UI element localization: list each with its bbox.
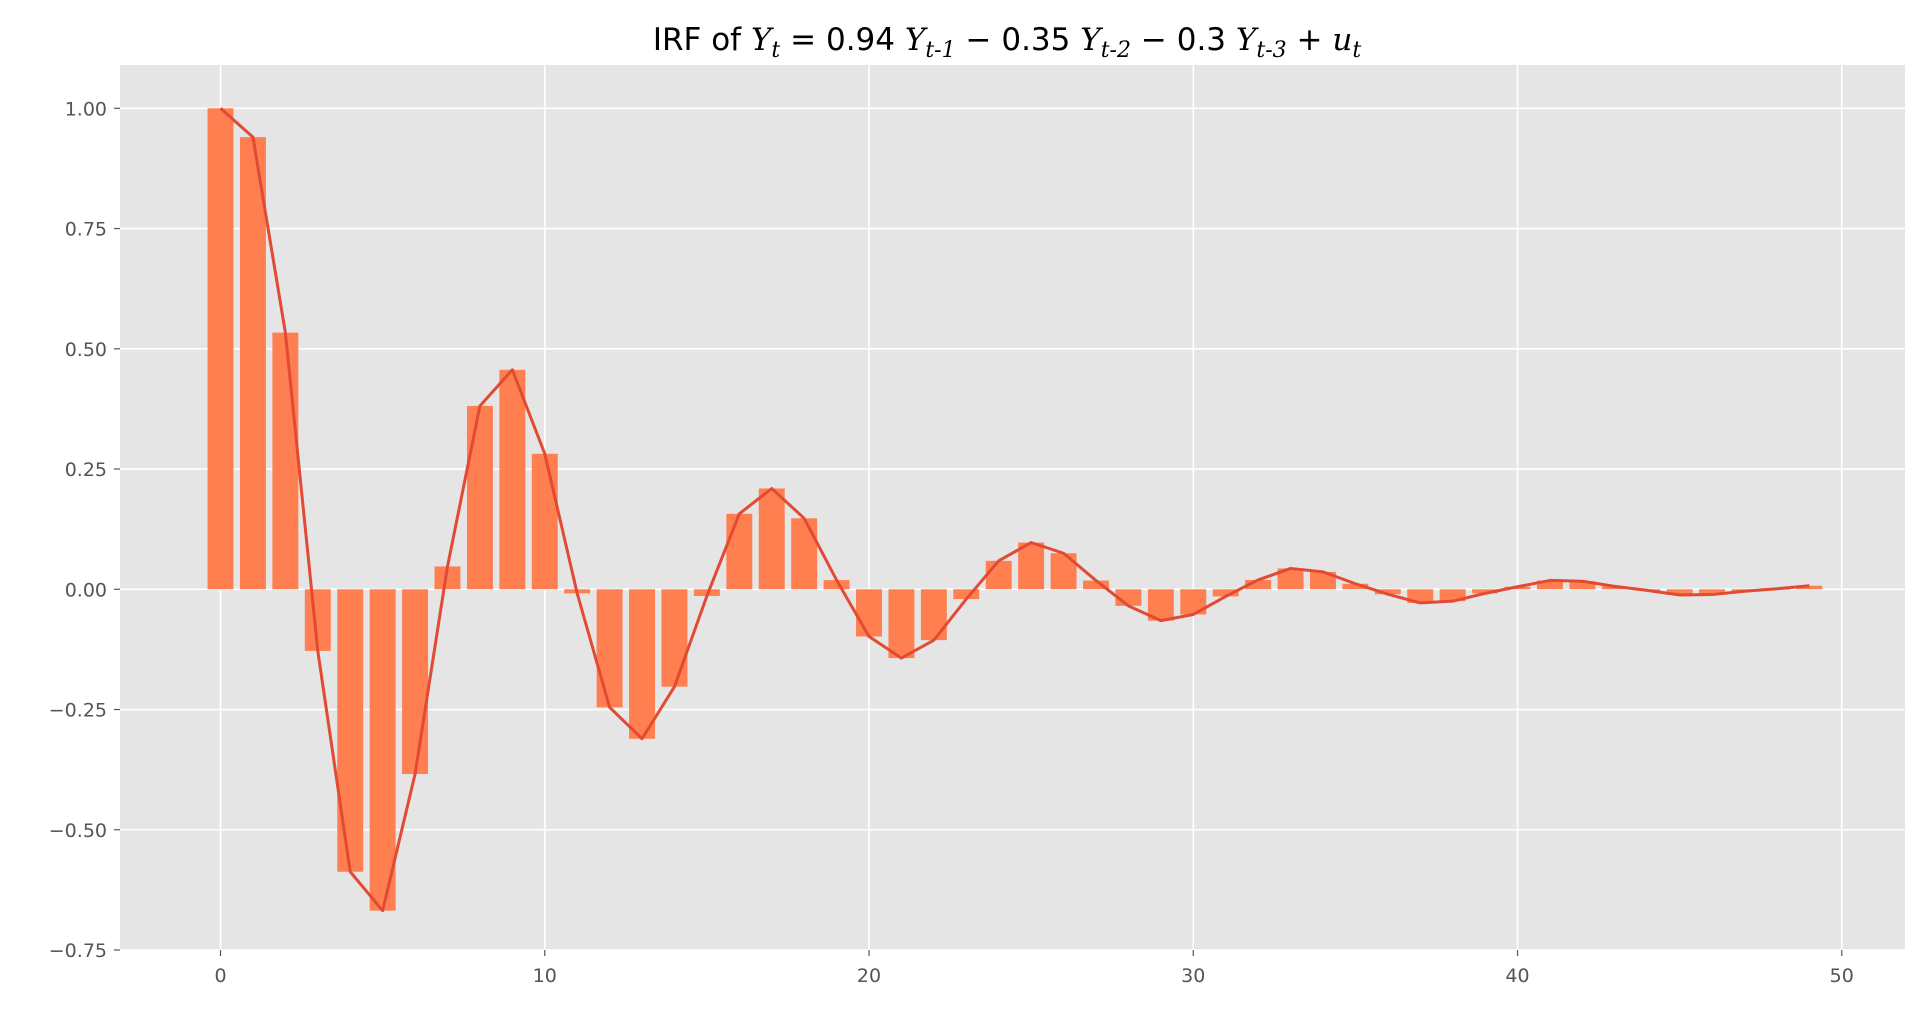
y-tick-label: 0.75 (65, 219, 107, 241)
bar (1666, 589, 1693, 595)
y-tick-label: −0.50 (49, 820, 107, 842)
bar (1699, 589, 1726, 595)
y-tick-label: 0.25 (65, 459, 107, 481)
bar (1796, 585, 1823, 590)
irf-line (219, 107, 1810, 913)
bar (499, 369, 526, 590)
bar (1050, 553, 1077, 590)
title-group: IRF of Yt​ = 0.94 Yt-1​ − 0.35 Yt-2​ − 0… (653, 22, 1361, 63)
bar (272, 332, 299, 590)
x-tick-label: 20 (857, 965, 881, 987)
bar (1472, 589, 1499, 594)
line-series (219, 107, 1810, 913)
bar (1374, 589, 1401, 595)
bar (726, 513, 753, 590)
y-tick-label: 1.00 (65, 98, 107, 120)
bar (369, 589, 396, 911)
bar (629, 589, 656, 739)
bar (207, 108, 234, 590)
bar (239, 137, 266, 590)
x-tick-label: 40 (1505, 965, 1529, 987)
bar (888, 589, 915, 659)
bar (953, 589, 980, 600)
bar (337, 589, 364, 872)
bar (1407, 589, 1434, 603)
bar (791, 518, 818, 590)
x-tick-label: 30 (1181, 965, 1205, 987)
bar-series (207, 108, 1823, 911)
bar (856, 589, 882, 637)
bar (661, 589, 688, 687)
axis-ticks: 0 10 20 30 40 50 1.00 0.75 0.50 0.25 0.00 −0.25 −0.5… (49, 98, 1854, 987)
bar (1342, 583, 1369, 590)
y-tick-label: 0.00 (65, 579, 107, 601)
bar (823, 580, 850, 590)
bar (596, 589, 623, 708)
bar (758, 488, 785, 590)
bar (531, 453, 558, 590)
plot-area (120, 65, 1905, 950)
bar (1439, 589, 1466, 602)
bar (434, 566, 461, 590)
bar (466, 405, 493, 590)
bar (1245, 579, 1272, 590)
bar (402, 589, 429, 775)
bar (1536, 580, 1563, 590)
y-tick-label: −0.75 (49, 940, 107, 962)
bar (1212, 589, 1239, 597)
chart-title: IRF of Yt​ = 0.94 Yt-1​ − 0.35 Yt-2​ − 0… (653, 22, 1361, 63)
x-tick-label: 0 (214, 965, 226, 987)
bar (1277, 568, 1304, 590)
bar (1083, 580, 1109, 590)
bar (985, 560, 1012, 590)
x-tick-label: 10 (533, 965, 557, 987)
grid-lines (120, 65, 1905, 951)
bar (1569, 581, 1596, 590)
bar (1018, 542, 1045, 590)
y-tick-label: −0.25 (49, 700, 107, 722)
y-tick-label: 0.50 (65, 339, 107, 361)
x-tick-label: 50 (1830, 965, 1854, 987)
bar (1310, 571, 1336, 590)
bar (920, 589, 947, 641)
